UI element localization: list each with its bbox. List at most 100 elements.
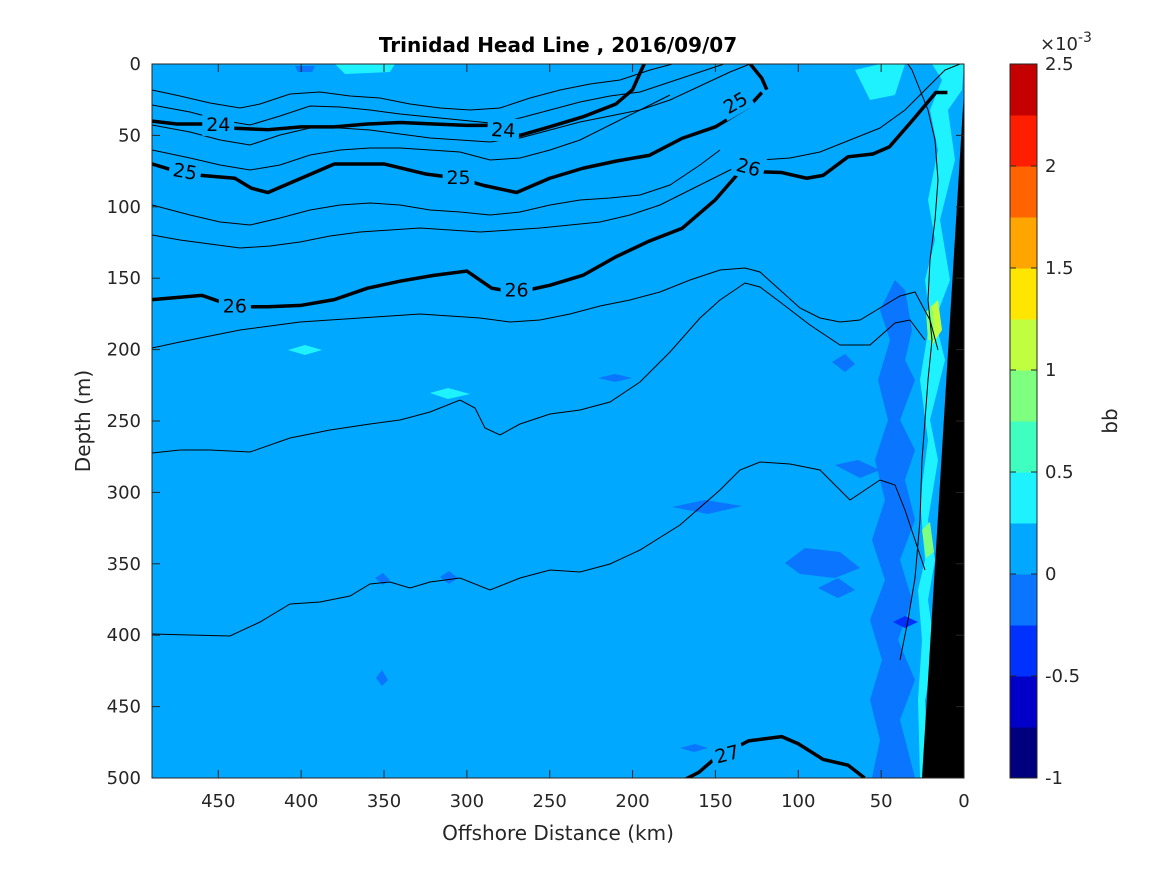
contour-fill-patch	[430, 388, 470, 399]
plot-background	[152, 64, 964, 778]
contour-label-bg	[486, 116, 521, 143]
x-tick-label: 300	[450, 791, 484, 812]
colorbar-segment	[1010, 523, 1037, 575]
contour-line-26	[152, 90, 948, 309]
colorbar-tick-label: 0.5	[1045, 462, 1074, 483]
contour-fill-patch	[893, 616, 918, 628]
contour-label-bg	[730, 151, 768, 183]
x-tick-label: 0	[958, 791, 969, 812]
colorbar-segment	[1010, 166, 1037, 218]
colorbar-segment	[1010, 268, 1037, 320]
colorbar-exponent-power: -3	[1078, 30, 1092, 46]
contour-fill-patch	[818, 578, 855, 598]
colorbar-tick-label: -1	[1045, 768, 1063, 789]
colorbar-segment	[1010, 421, 1037, 473]
contour-label: 24	[206, 114, 230, 136]
y-axis-label: Depth (m)	[71, 370, 95, 472]
colorbar-segment	[1010, 115, 1037, 167]
contour-label: 24	[490, 119, 516, 143]
contour-label-bg	[218, 293, 251, 318]
contour-label-bg	[500, 277, 533, 302]
thin-contour-line	[152, 64, 726, 126]
x-tick-label: 150	[698, 791, 732, 812]
colorbar-segment	[1010, 472, 1037, 524]
colorbar-segment	[1010, 727, 1037, 779]
contour-label-bg	[202, 111, 235, 136]
x-axis-label: Offshore Distance (km)	[442, 821, 674, 845]
thin-contour-line	[152, 267, 939, 351]
thin-contour-line	[152, 64, 752, 146]
colorbar-label: bb	[1098, 408, 1122, 433]
colorbar-segment	[1010, 574, 1037, 626]
contour-label: 26	[504, 280, 528, 302]
y-axis: 0 50 100 150 200 250 300 350 400 450 500	[107, 54, 964, 789]
contour-fill-patch	[598, 374, 632, 382]
contour-label-bg	[167, 156, 203, 186]
thin-contour-line	[152, 282, 926, 454]
colorbar-segment	[1010, 217, 1037, 269]
contour-label: 25	[446, 167, 470, 189]
colorbar-tick-label: 1	[1045, 360, 1056, 381]
x-tick-label: 350	[367, 791, 401, 812]
colorbar-tick-label: 2.5	[1045, 54, 1074, 75]
y-tick-label: 300	[107, 482, 141, 503]
contour-fill-patch	[440, 571, 458, 584]
x-tick-label: 50	[870, 791, 893, 812]
contour-fill-patch	[288, 345, 322, 355]
colorbar-segment	[1010, 625, 1037, 677]
contour-fill-patch	[922, 522, 934, 558]
colorbar-frame	[1009, 63, 1038, 779]
contour-fill-patch	[680, 744, 708, 752]
thin-contour-line	[152, 149, 721, 226]
contour-fill-patch	[672, 500, 742, 514]
thin-contour-line	[152, 64, 961, 249]
colorbar-segment	[1010, 64, 1037, 116]
y-tick-label: 50	[118, 125, 141, 146]
chart-title: Trinidad Head Line , 2016/09/07	[379, 33, 737, 57]
y-tick-label: 450	[107, 697, 141, 718]
thin-contour-line	[152, 94, 671, 171]
seafloor-mask	[922, 90, 964, 778]
x-tick-label: 100	[781, 791, 815, 812]
contour-fill-patch	[918, 64, 964, 778]
thin-contour-line	[152, 461, 926, 637]
y-tick-label: 350	[107, 554, 141, 575]
contour-label-bg	[442, 164, 475, 189]
contour-fill-patches	[288, 64, 964, 778]
colorbar-segment	[1010, 319, 1037, 371]
contour-fill-patch	[855, 64, 905, 100]
y-tick-label: 400	[107, 625, 141, 646]
contour-fill-patch	[785, 548, 860, 578]
x-tick-label: 400	[284, 791, 318, 812]
x-axis: 450 400 350 300 250 200 150 100 50 0	[201, 64, 970, 812]
colorbar-segment	[1010, 370, 1037, 422]
colorbar-tick-label: 1.5	[1045, 258, 1074, 279]
y-tick-label: 150	[107, 268, 141, 289]
x-tick-label: 450	[201, 791, 235, 812]
colorbar-tick-label: 0	[1045, 564, 1056, 585]
y-tick-label: 200	[107, 340, 141, 361]
contour-label: 26	[223, 295, 247, 317]
colorbar-segment	[1010, 676, 1037, 728]
x-tick-label: 200	[615, 791, 649, 812]
colorbar-tick-label: 2	[1045, 156, 1056, 177]
colorbar: -1 -0.5 0 0.5 1 1.5 2 2.5	[1009, 54, 1080, 789]
colorbar-exponent: ×10-3	[1040, 30, 1092, 55]
contour-fill-patch	[832, 354, 855, 372]
contour-line-24	[152, 64, 646, 138]
contour-fill-patch	[335, 64, 395, 74]
y-tick-label: 500	[107, 768, 141, 789]
colorbar-tick-label: -0.5	[1045, 666, 1080, 687]
colorbar-exponent-base: ×10	[1040, 34, 1078, 55]
x-tick-label: 250	[533, 791, 567, 812]
y-tick-label: 100	[107, 197, 141, 218]
contour-label: 25	[171, 159, 199, 185]
contour-label-bg	[708, 737, 746, 770]
contour-fill-patch	[835, 460, 880, 478]
contour-fill-patch	[295, 66, 315, 72]
contour-fill-patch	[870, 280, 915, 778]
contour-fill-patch	[376, 670, 388, 686]
